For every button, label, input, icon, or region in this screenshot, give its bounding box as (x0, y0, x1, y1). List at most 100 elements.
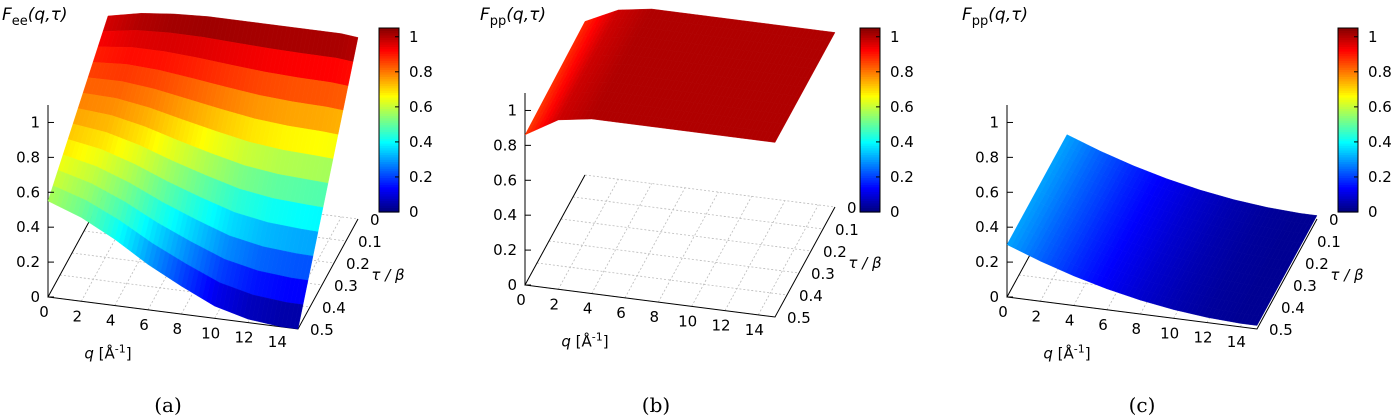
q-tick-label: 14 (268, 333, 287, 351)
colorbar-segment (379, 126, 399, 130)
grid-line-tau (548, 240, 800, 274)
colorbar-segment (860, 193, 880, 197)
colorbar-segment (860, 175, 880, 179)
colorbar-segment (860, 161, 880, 165)
grid-line-q (591, 183, 653, 294)
q-tick-label: 2 (1032, 307, 1042, 325)
q-tick-label: 12 (1193, 329, 1212, 347)
z-tick-label: 0.6 (16, 183, 40, 201)
colorbar-segment (1338, 99, 1358, 103)
colorbar-segment (379, 154, 399, 158)
colorbar-segment (860, 163, 880, 167)
colorbar-segment (1338, 34, 1358, 38)
z-tick-label: 0.2 (493, 241, 517, 259)
tau-tick-label: 0.2 (346, 255, 370, 273)
colorbar-segment (379, 115, 399, 119)
colorbar-segment (860, 48, 880, 52)
colorbar-segment (860, 103, 880, 107)
colorbar-segment (860, 205, 880, 208)
colorbar-segment (1338, 200, 1358, 204)
q-axis-label: q [Å-1] (561, 330, 608, 350)
colorbar-segment (379, 69, 399, 73)
z-tick-label: 1 (507, 101, 517, 119)
colorbar-segment (379, 152, 399, 156)
colorbar-tick-label: 0.6 (1368, 98, 1392, 116)
colorbar-segment (379, 28, 399, 31)
q-tick-label: 14 (745, 321, 764, 339)
colorbar-segment (1338, 113, 1358, 116)
colorbar-segment (1338, 108, 1358, 112)
colorbar-segment (1338, 64, 1358, 68)
colorbar-segment (379, 149, 399, 153)
colorbar-segment (1338, 154, 1358, 158)
tau-tick-label: 0.3 (1293, 277, 1317, 295)
colorbar-segment (860, 140, 880, 144)
colorbar-segment (379, 161, 399, 165)
colorbar-segment (379, 140, 399, 144)
z-tick-label: 1 (989, 113, 999, 131)
colorbar-segment (860, 143, 880, 146)
grid-line-q (757, 204, 819, 316)
colorbar-segment (379, 200, 399, 204)
colorbar-tick-label: 0.2 (890, 168, 914, 186)
tau-tick-label: 0.2 (823, 243, 847, 261)
colorbar-frame (378, 27, 400, 213)
q-tick-label: 10 (201, 324, 220, 342)
tau-tick-label: 0.3 (334, 277, 358, 295)
colorbar-segment (860, 92, 880, 96)
colorbar-segment (860, 44, 880, 47)
colorbar-segment (379, 113, 399, 116)
colorbar-segment (1338, 207, 1358, 211)
colorbar-segment (379, 57, 399, 61)
colorbar-tick-label: 1 (409, 28, 419, 46)
colorbar-segment (860, 166, 880, 169)
colorbar-segment (1338, 175, 1358, 179)
colorbar-segment (379, 193, 399, 197)
z-tick-label: 0.2 (16, 253, 40, 271)
colorbar-segment (379, 62, 399, 66)
q-tick-label: 8 (650, 308, 660, 326)
colorbar-tick-label: 1 (1368, 28, 1378, 46)
colorbar-segment (1338, 32, 1358, 36)
colorbar-segment (860, 85, 880, 89)
q-tick-label: 8 (1132, 320, 1142, 338)
z-tick-label: 0.6 (975, 183, 999, 201)
colorbar-segment (1338, 57, 1358, 61)
colorbar-segment (860, 202, 880, 206)
tau-tick-label: 0 (847, 199, 857, 217)
colorbar-segment (1338, 51, 1358, 54)
colorbar-segment (379, 191, 399, 195)
colorbar-segment (1338, 136, 1358, 139)
panel-caption: (a) (154, 393, 182, 417)
colorbar-segment (1338, 62, 1358, 66)
q-axis-label: q [Å-1] (1043, 342, 1090, 362)
q-tick-label: 14 (1227, 333, 1246, 351)
z-tick-label: 0 (507, 276, 517, 294)
colorbar-segment (860, 28, 880, 31)
colorbar-segment (860, 138, 880, 142)
colorbar-tick-label: 1 (890, 28, 900, 46)
colorbar-segment (379, 90, 399, 93)
colorbar-segment (379, 67, 399, 70)
colorbar-segment (379, 110, 399, 114)
colorbar-tick-label: 0.8 (1368, 63, 1392, 81)
z-tick-label: 0 (30, 288, 40, 306)
colorbar-tick-label: 0.4 (409, 133, 433, 151)
colorbar-segment (379, 32, 399, 36)
colorbar-segment (379, 147, 399, 151)
colorbar-segment (860, 113, 880, 116)
colorbar-segment (860, 145, 880, 149)
colorbar-segment (860, 53, 880, 57)
base-frame (524, 174, 836, 318)
colorbar-segment (860, 126, 880, 130)
colorbar-segment (379, 172, 399, 176)
colorbar-segment (379, 87, 399, 91)
colorbar-segment (379, 94, 399, 98)
colorbar-segment (860, 177, 880, 181)
colorbar-segment (1338, 170, 1358, 174)
colorbar-segment (860, 147, 880, 151)
z-tick-label: 1 (30, 113, 40, 131)
colorbar-segment (1338, 53, 1358, 57)
colorbar-tick-label: 0.8 (409, 63, 433, 81)
